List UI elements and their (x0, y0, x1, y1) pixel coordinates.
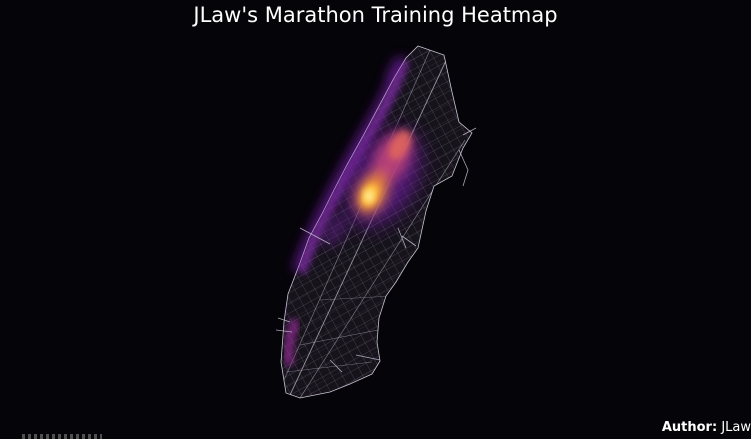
author-name: JLaw (721, 420, 751, 435)
watermark-strip (22, 434, 102, 439)
author-label: Author: (661, 420, 718, 435)
author-credit: Author: JLaw (662, 420, 751, 436)
heatmap-density (283, 58, 421, 366)
page-title: JLaw's Marathon Training Heatmap (193, 3, 558, 27)
piers-and-bridges (275, 127, 477, 373)
